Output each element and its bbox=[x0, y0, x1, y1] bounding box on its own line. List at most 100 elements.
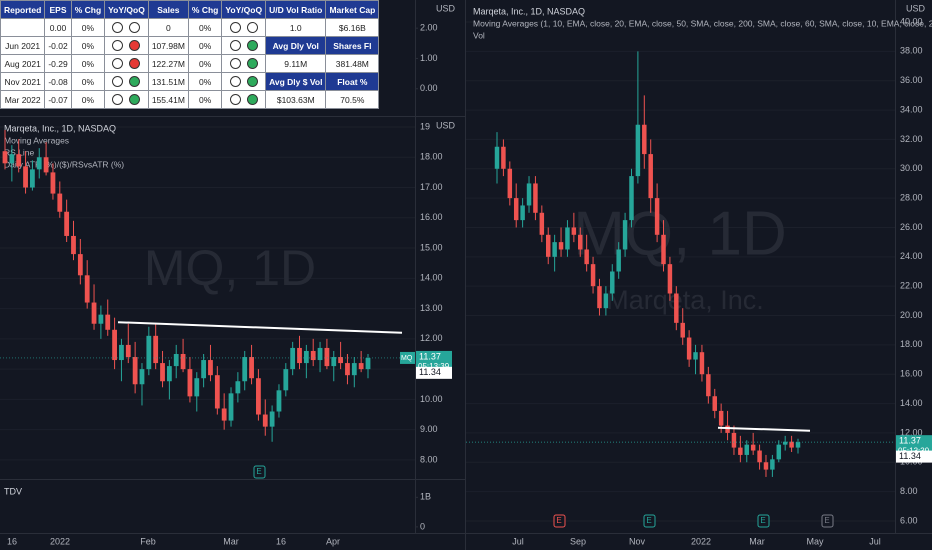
y-tick-label: 14.00 bbox=[900, 398, 923, 408]
trend-dot bbox=[112, 94, 124, 106]
trend-dot bbox=[229, 58, 241, 70]
trend-dot bbox=[112, 58, 124, 70]
x-tick-label: 16 bbox=[7, 536, 17, 546]
side-value: 9.11M bbox=[265, 54, 327, 73]
cell: 0% bbox=[187, 90, 223, 109]
candle-body bbox=[214, 375, 220, 409]
candle-body bbox=[365, 357, 371, 370]
x-tick-label: Jul bbox=[512, 536, 524, 546]
trend-dot bbox=[129, 76, 141, 88]
y-tick-label: 2.00 bbox=[420, 23, 438, 33]
candle-body bbox=[712, 396, 717, 411]
x-tick-label: Jul bbox=[869, 536, 881, 546]
y-tick-label: 24.00 bbox=[900, 251, 923, 261]
earnings-marker bbox=[821, 514, 834, 528]
y-tick-label: 20.00 bbox=[900, 310, 923, 320]
candle-body bbox=[358, 363, 364, 370]
candle-body bbox=[166, 366, 172, 382]
candle-body bbox=[290, 347, 296, 370]
chart-title: Marqeta, Inc., 1D, NASDAQ bbox=[473, 6, 585, 16]
y-tick-label: 0.00 bbox=[420, 83, 438, 93]
candle-body bbox=[187, 369, 193, 397]
candle-body bbox=[262, 414, 268, 427]
currency: USD bbox=[436, 120, 456, 130]
earnings-label: E bbox=[556, 516, 561, 525]
trend-dot bbox=[112, 76, 124, 88]
cell bbox=[0, 18, 46, 37]
y-tick-label: 12.00 bbox=[420, 333, 443, 343]
candle-body bbox=[789, 441, 794, 448]
candle-body bbox=[269, 411, 275, 427]
watermark: MQ, 1D bbox=[144, 240, 316, 296]
candle-body bbox=[297, 347, 302, 364]
header-cell: % Chg bbox=[70, 0, 106, 19]
y-tick-label: 18.00 bbox=[900, 339, 923, 349]
legend-entry: Moving Averages bbox=[4, 135, 69, 145]
cell: 0% bbox=[187, 18, 223, 37]
candle-body bbox=[84, 275, 90, 303]
candle-body bbox=[622, 220, 628, 250]
trend-dot bbox=[246, 76, 258, 88]
legend-entry: Moving Averages (1, 10, EMA, close, 20, … bbox=[473, 18, 932, 28]
candle-body bbox=[526, 183, 532, 206]
candle-body bbox=[43, 157, 49, 173]
cell: 0% bbox=[70, 54, 106, 73]
y-tick-label: 34.00 bbox=[900, 104, 923, 114]
candle-body bbox=[610, 271, 615, 294]
header-cell: Reported bbox=[0, 0, 46, 19]
candle-body bbox=[57, 193, 63, 212]
candle-body bbox=[139, 369, 145, 385]
candle-body bbox=[9, 154, 15, 164]
candle-body bbox=[16, 154, 22, 167]
y-tick-label: 40.00 bbox=[900, 16, 923, 26]
candle-body bbox=[317, 347, 323, 361]
currency: USD bbox=[436, 3, 456, 13]
candle-body bbox=[201, 360, 207, 379]
x-tick-label: 2022 bbox=[691, 536, 711, 546]
candle-body bbox=[520, 205, 525, 221]
y-tick-label: 6.00 bbox=[900, 515, 918, 525]
candle-body bbox=[338, 357, 344, 364]
candle-body bbox=[112, 329, 117, 361]
header-cell: EPS bbox=[44, 0, 72, 19]
x-tick-label: 16 bbox=[276, 536, 286, 546]
prev-close: 11.34 bbox=[419, 367, 441, 377]
y-tick-label: 16.00 bbox=[420, 212, 443, 222]
cell: 0% bbox=[70, 72, 106, 91]
x-tick-label: Mar bbox=[223, 536, 239, 546]
side-header: Avg Dly Vol bbox=[265, 36, 327, 55]
cell: 0% bbox=[70, 36, 106, 55]
candle-body bbox=[23, 166, 28, 188]
cell: 0 bbox=[147, 18, 189, 37]
trend-dots bbox=[221, 90, 267, 109]
trend-dot bbox=[246, 22, 258, 34]
candle-body bbox=[718, 410, 724, 426]
legend-entry: RS Line bbox=[4, 147, 35, 157]
legend-entry: Vol bbox=[473, 30, 485, 40]
earnings-marker bbox=[643, 514, 656, 528]
candle-body bbox=[693, 352, 698, 360]
candle-body bbox=[680, 322, 685, 338]
candle-body bbox=[776, 444, 782, 460]
candle-body bbox=[91, 302, 97, 324]
trend-dots bbox=[221, 72, 267, 91]
trend-dot bbox=[129, 58, 141, 70]
candle-body bbox=[125, 344, 131, 358]
x-tick-label: Mar bbox=[749, 536, 765, 546]
cell: -0.29 bbox=[44, 54, 72, 73]
candle-body bbox=[132, 357, 138, 385]
candle-body bbox=[98, 314, 104, 324]
trend-dots bbox=[221, 36, 267, 55]
candle-body bbox=[725, 425, 730, 433]
candle-body bbox=[180, 353, 186, 370]
cell: 0.00 bbox=[44, 18, 72, 37]
y-tick-label: 13.00 bbox=[420, 303, 443, 313]
header-cell: YoY/QoQ bbox=[221, 0, 267, 19]
side-header: Market Cap bbox=[325, 0, 380, 19]
chart-title: Marqeta, Inc., 1D, NASDAQ bbox=[4, 123, 116, 133]
y-tick-label: 8.00 bbox=[900, 486, 918, 496]
trendline bbox=[117, 321, 403, 334]
y-tick-label: 8.00 bbox=[420, 454, 438, 464]
trend-dot bbox=[229, 40, 241, 52]
